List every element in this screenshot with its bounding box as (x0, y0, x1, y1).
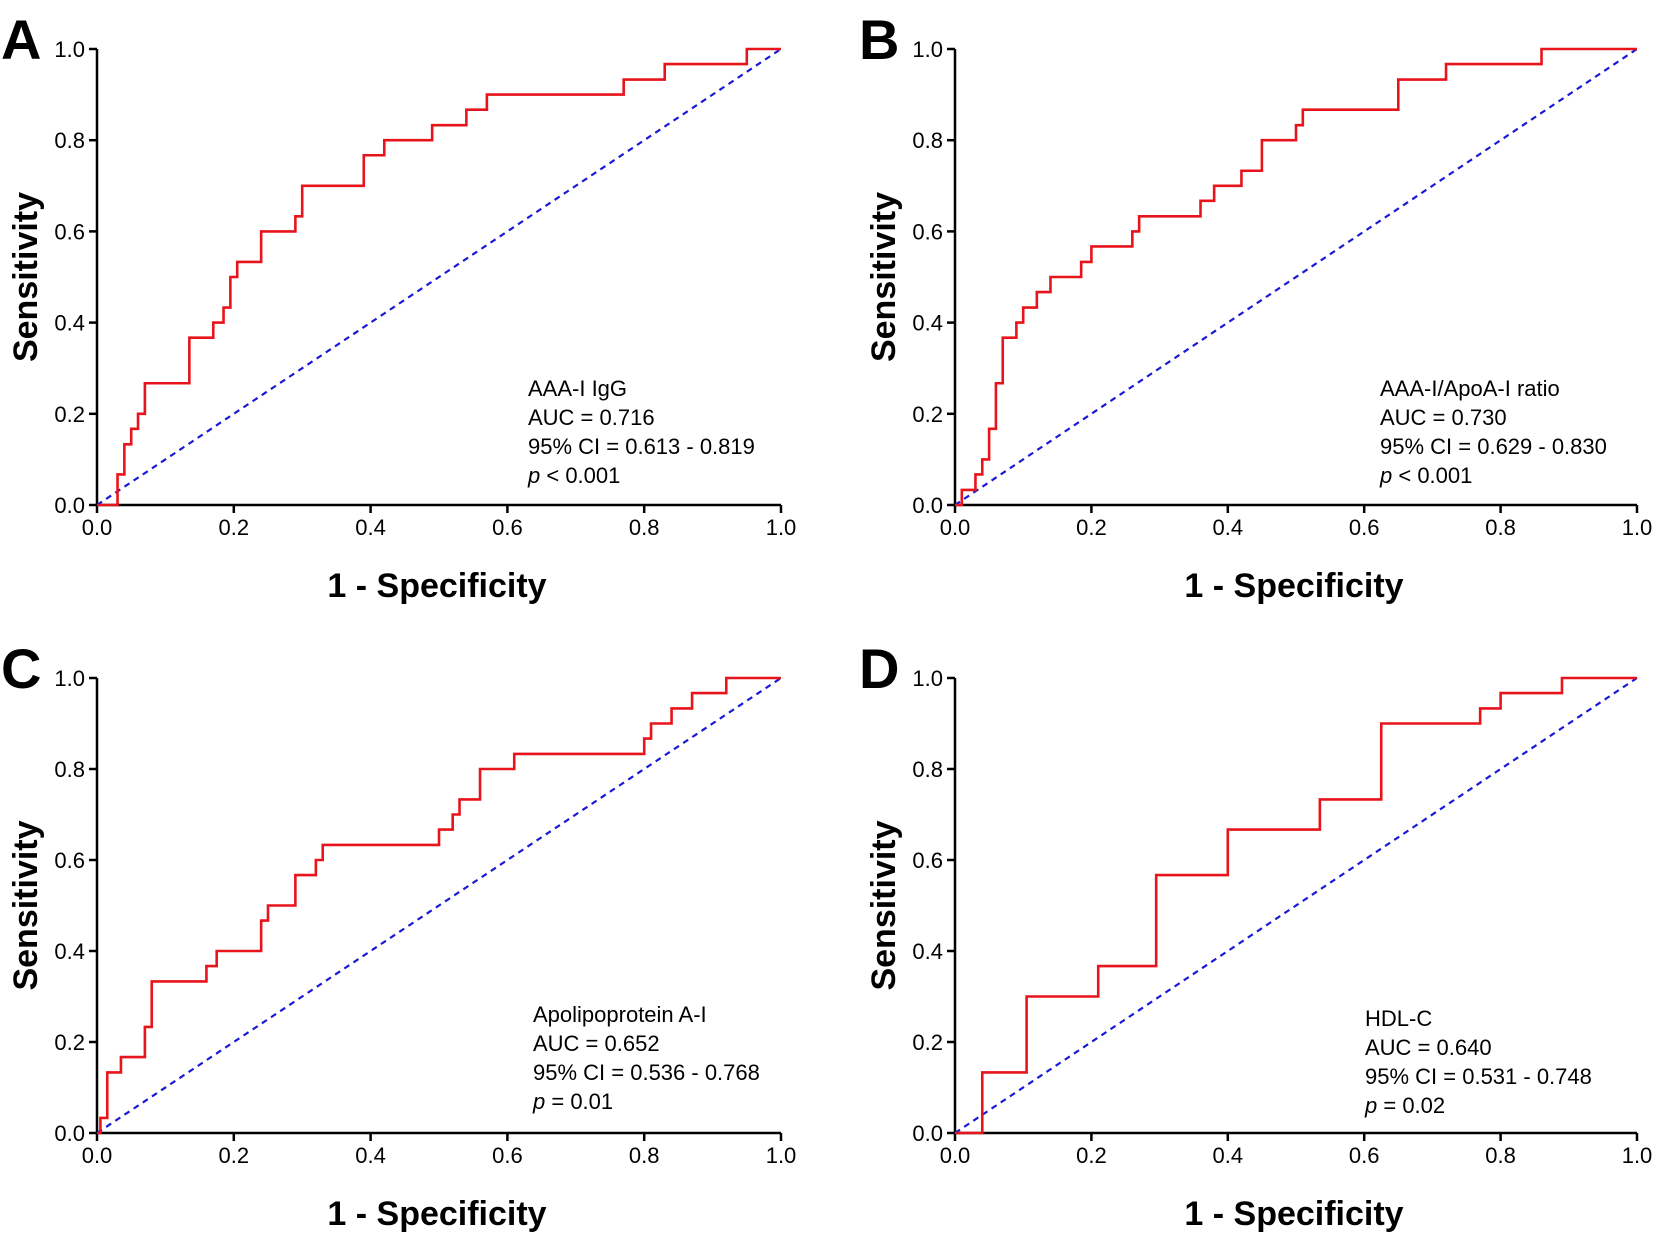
x-tick-label: 0.2 (1076, 515, 1107, 540)
y-tick-label: 0.6 (54, 219, 85, 244)
y-tick-label: 1.0 (54, 666, 85, 691)
y-tick-label: 0.4 (54, 311, 85, 336)
p-symbol: p (1379, 463, 1392, 488)
x-tick-label: 0.6 (1349, 515, 1380, 540)
x-tick-label: 0.6 (492, 515, 523, 540)
x-tick-label: 0.4 (355, 1143, 386, 1168)
x-tick-label: 1.0 (766, 515, 797, 540)
p-value: < 0.001 (540, 463, 620, 488)
y-axis-label: Sensitivity (865, 192, 903, 362)
y-tick-label: 0.0 (54, 1121, 85, 1146)
y-tick-label: 1.0 (54, 37, 85, 62)
y-axis-label: Sensitivity (7, 192, 45, 362)
x-tick-label: 1.0 (766, 1143, 797, 1168)
x-tick-label: 0.8 (1485, 515, 1516, 540)
y-tick-label: 0.6 (912, 219, 943, 244)
annotation-name: AAA-I/ApoA-I ratio (1380, 376, 1560, 401)
x-tick-label: 0.4 (1213, 515, 1244, 540)
annotation-ci: 95% CI = 0.536 - 0.768 (533, 1060, 760, 1085)
p-symbol: p (527, 463, 540, 488)
annotation-auc: AUC = 0.730 (1380, 405, 1507, 430)
annotation-name: Apolipoprotein A-I (533, 1002, 707, 1027)
y-tick-label: 1.0 (912, 37, 943, 62)
x-tick-label: 0.2 (219, 515, 250, 540)
y-tick-label: 0.0 (54, 493, 85, 518)
y-tick-label: 0.8 (912, 757, 943, 782)
x-tick-label: 0.0 (940, 1143, 971, 1168)
y-axis-label: Sensitivity (7, 820, 45, 990)
y-axis-label: Sensitivity (865, 820, 903, 990)
y-tick-label: 0.0 (912, 1121, 943, 1146)
annotation-p-value: p < 0.001 (1379, 463, 1472, 488)
y-tick-label: 1.0 (912, 666, 943, 691)
x-tick-label: 0.0 (82, 515, 113, 540)
x-tick-label: 0.8 (629, 515, 660, 540)
roc-curve (955, 676, 1637, 1135)
y-tick-label: 0.4 (54, 939, 85, 964)
annotation-ci: 95% CI = 0.531 - 0.748 (1365, 1064, 1592, 1089)
roc-curve (955, 47, 1637, 507)
y-tick-label: 0.6 (54, 848, 85, 873)
y-tick-label: 0.4 (912, 939, 943, 964)
x-tick-label: 0.6 (1349, 1143, 1380, 1168)
y-tick-label: 0.6 (912, 848, 943, 873)
annotation-auc: AUC = 0.716 (528, 405, 655, 430)
x-tick-label: 1.0 (1622, 515, 1653, 540)
annotation-name: AAA-I IgG (528, 376, 627, 401)
p-symbol: p (532, 1089, 545, 1114)
y-tick-label: 0.2 (912, 402, 943, 427)
roc-panel-b: B 0.0 0.2 0.4 0.6 0.8 1.0 0.0 0.2 0.4 0.6 0.8 1.0 Sen… (859, 8, 1652, 605)
reference-line (954, 48, 1638, 506)
x-axis-label: 1 - Specificity (1184, 1195, 1403, 1233)
x-tick-label: 0.8 (1485, 1143, 1516, 1168)
roc-panel-a: A 0.0 0.2 0.4 0.6 0.8 1.0 0.0 0.2 0.4 0.6 0.8 1.0 Sen… (1, 8, 796, 605)
p-value: = 0.02 (1377, 1093, 1445, 1118)
roc-curve (97, 47, 781, 507)
x-tick-label: 0.4 (1213, 1143, 1244, 1168)
reference-line (954, 677, 1638, 1134)
x-tick-label: 0.2 (1076, 1143, 1107, 1168)
x-tick-label: 0.0 (940, 515, 971, 540)
annotation-auc: AUC = 0.652 (533, 1031, 660, 1056)
y-tick-label: 0.8 (54, 757, 85, 782)
y-tick-label: 0.4 (912, 311, 943, 336)
annotation-ci: 95% CI = 0.629 - 0.830 (1380, 434, 1607, 459)
y-tick-label: 0.8 (54, 128, 85, 153)
annotation-auc: AUC = 0.640 (1365, 1035, 1492, 1060)
roc-panel-d: D 0.0 0.2 0.4 0.6 0.8 1.0 0.0 0.2 0.4 0.6 0.8 1.0 Sen… (859, 637, 1652, 1233)
x-tick-label: 1.0 (1622, 1143, 1653, 1168)
y-tick-label: 0.2 (912, 1030, 943, 1055)
y-tick-label: 0.8 (912, 128, 943, 153)
panel-letter: B (859, 8, 899, 71)
reference-line (96, 677, 782, 1134)
x-tick-label: 0.8 (629, 1143, 660, 1168)
annotation-p-value: p = 0.01 (532, 1089, 613, 1114)
p-value: = 0.01 (545, 1089, 613, 1114)
roc-panel-c: C 0.0 0.2 0.4 0.6 0.8 1.0 0.0 0.2 0.4 0.6 0.8 1.0 Sen… (1, 637, 796, 1233)
roc-curve (97, 676, 781, 1135)
y-tick-label: 0.0 (912, 493, 943, 518)
p-value: < 0.001 (1392, 463, 1472, 488)
x-axis-label: 1 - Specificity (327, 1195, 546, 1233)
annotation-ci: 95% CI = 0.613 - 0.819 (528, 434, 755, 459)
annotation-name: HDL-C (1365, 1006, 1432, 1031)
annotation-p-value: p < 0.001 (527, 463, 620, 488)
x-tick-label: 0.2 (219, 1143, 250, 1168)
panel-letter: D (859, 637, 899, 700)
x-tick-label: 0.4 (355, 515, 386, 540)
p-symbol: p (1364, 1093, 1377, 1118)
reference-line (96, 48, 782, 506)
y-tick-label: 0.2 (54, 1030, 85, 1055)
x-axis-label: 1 - Specificity (327, 567, 546, 605)
panel-letter: C (1, 637, 41, 700)
x-axis-label: 1 - Specificity (1184, 567, 1403, 605)
y-tick-label: 0.2 (54, 402, 85, 427)
annotation-p-value: p = 0.02 (1364, 1093, 1445, 1118)
x-tick-label: 0.0 (82, 1143, 113, 1168)
x-tick-label: 0.6 (492, 1143, 523, 1168)
panel-letter: A (1, 8, 41, 71)
